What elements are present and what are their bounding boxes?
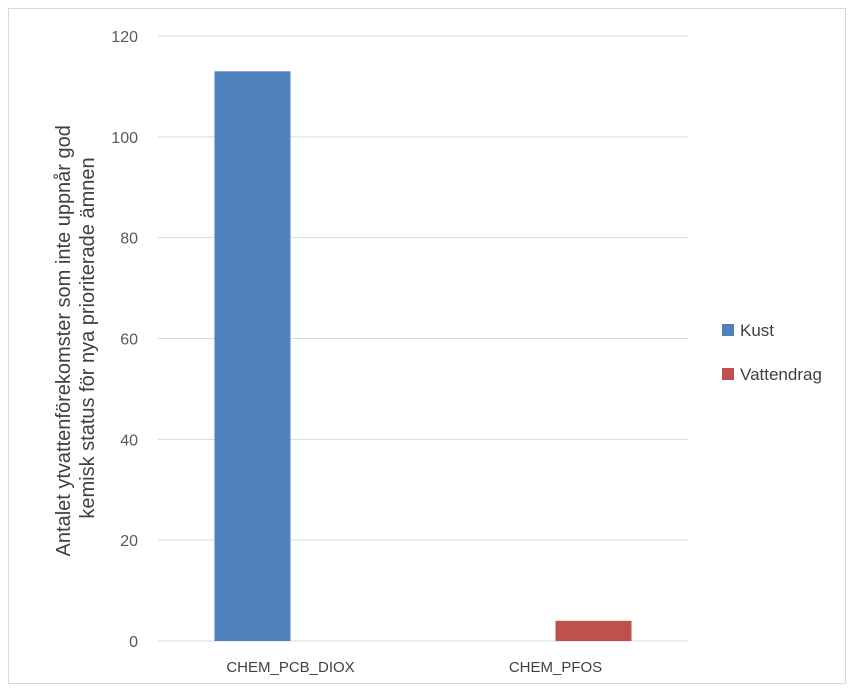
legend-swatch-kust [722,324,734,336]
y-tick-label: 120 [111,29,138,46]
legend-label-kust: Kust [740,321,774,340]
x-category-label: CHEM_PCB_DIOX [226,659,354,676]
legend-label-vattendrag: Vattendrag [740,365,822,384]
y-tick-label: 40 [120,432,138,449]
y-tick-labels: 0 20 40 60 80 100 120 [111,29,138,651]
y-axis-label-line-2: kemisk status för nya prioriterade ämnen [77,157,99,518]
y-tick-label: 60 [120,332,138,349]
bar-vattendrag-chem_pfos [555,620,632,641]
legend-swatch-vattendrag [722,368,734,380]
y-tick-label: 0 [129,634,138,651]
y-axis-label: Antalet ytvattenförekomster som inte upp… [53,120,99,557]
y-axis-label-line-1: Antalet ytvattenförekomster som inte upp… [53,125,75,556]
chart-frame [8,8,846,684]
y-tick-label: 80 [120,231,138,248]
y-tick-label: 20 [120,533,138,550]
x-category-label: CHEM_PFOS [509,659,602,676]
x-category-labels: CHEM_PCB_DIOX CHEM_PFOS [226,659,602,676]
legend: Kust Vattendrag [722,321,822,384]
bar-kust-chem_pcb_diox [214,71,291,641]
y-tick-label: 100 [111,130,138,147]
bars [214,71,632,641]
